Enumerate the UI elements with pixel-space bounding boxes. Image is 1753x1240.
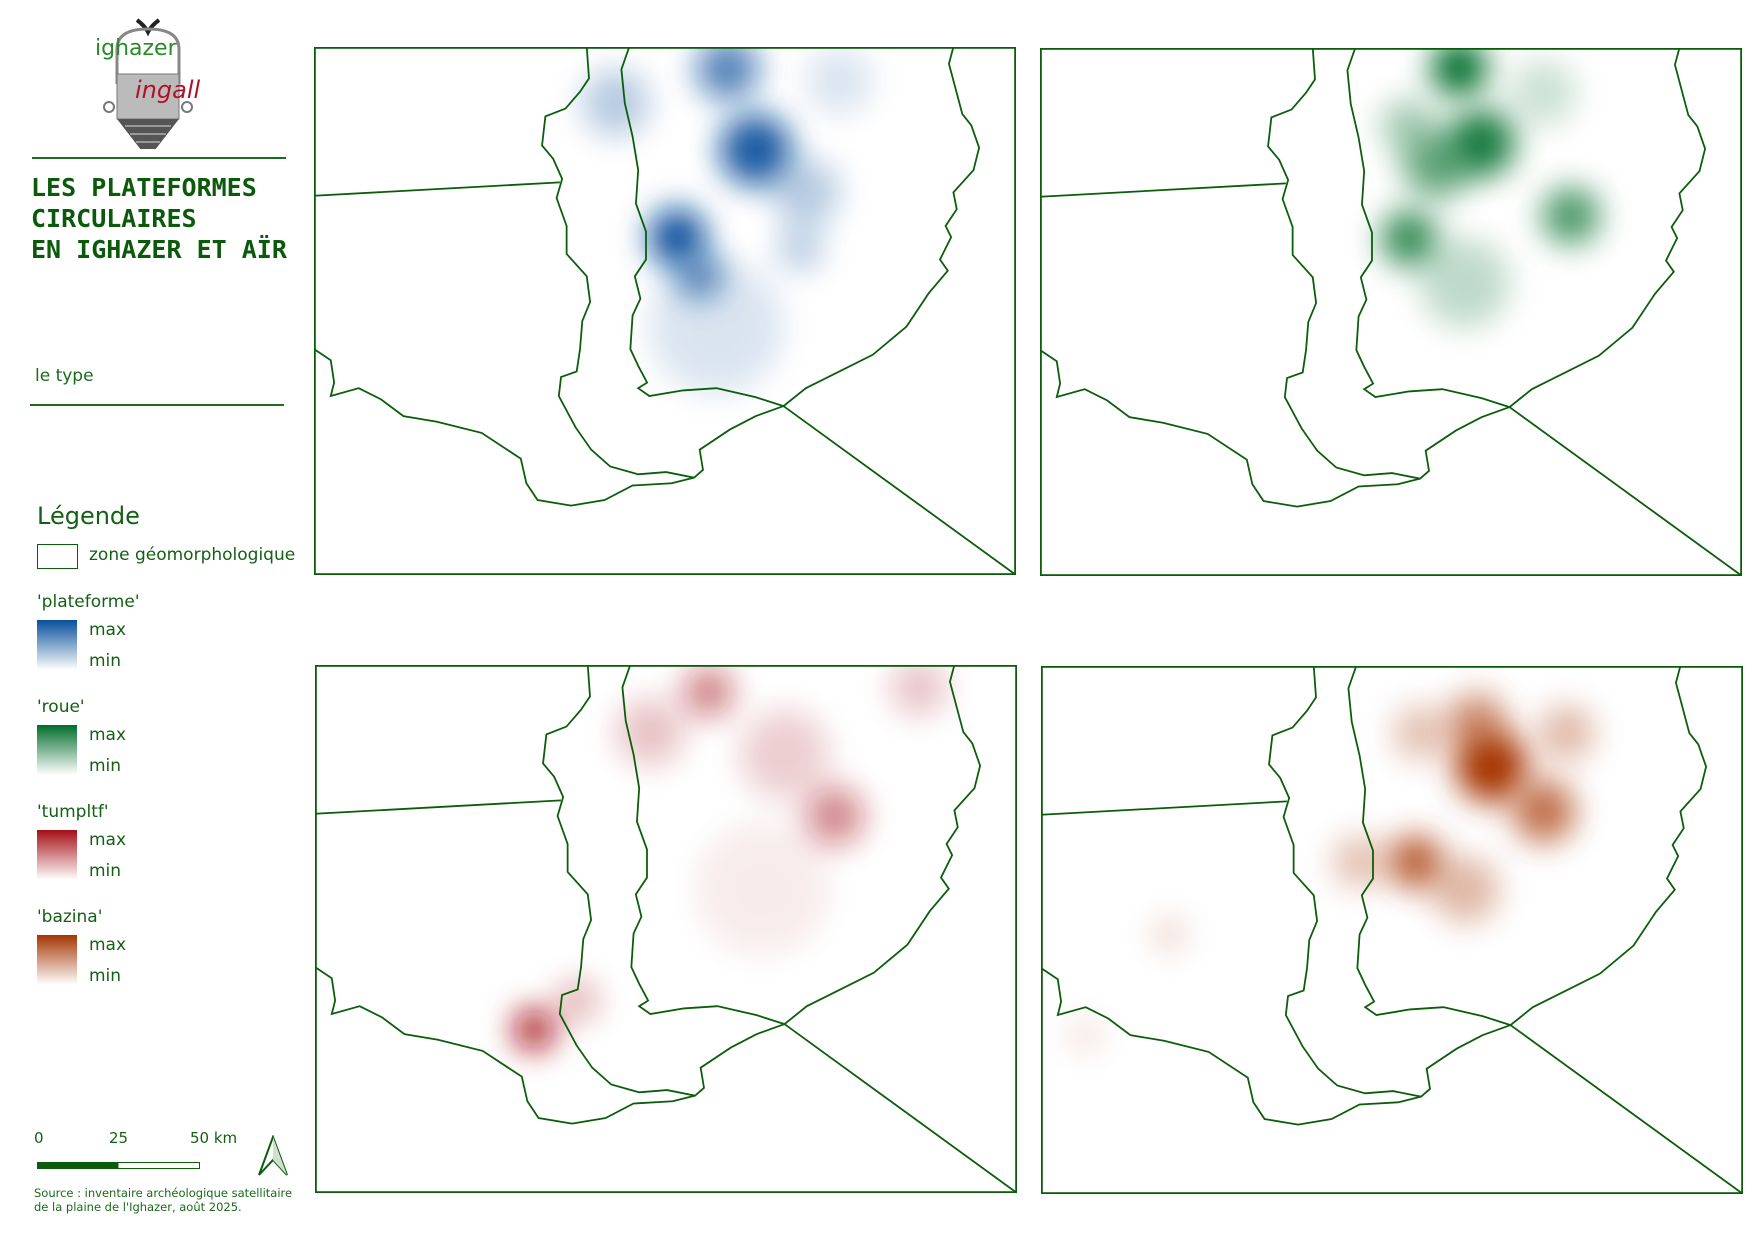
density-blob <box>649 259 784 394</box>
legend-min-label: min <box>89 651 122 671</box>
map-frame <box>314 47 1016 575</box>
density-blob <box>1538 705 1595 762</box>
zone-boundary <box>1346 48 1707 409</box>
density-blob <box>513 1009 555 1050</box>
map-bazina[interactable] <box>1041 666 1743 1194</box>
density-blob <box>739 709 830 800</box>
zone-boundary <box>542 665 1017 1193</box>
density-blob <box>582 69 650 137</box>
density-blob <box>648 208 707 267</box>
legend-max-label: max <box>89 935 127 955</box>
zone-swatch <box>37 544 78 569</box>
scale-label-25: 25 <box>109 1129 129 1147</box>
density-blob <box>1068 1018 1103 1052</box>
heatmap-svg <box>1041 666 1743 1194</box>
legend-min-label: min <box>89 966 122 986</box>
density-blob <box>805 47 873 115</box>
density-blob <box>683 667 734 717</box>
legend-group-title: 'tumpltf' <box>37 802 109 822</box>
density-blob <box>1431 48 1488 97</box>
zone-boundary <box>621 665 982 1026</box>
density-blob <box>695 821 830 956</box>
density-blob <box>890 665 947 716</box>
title-line: circulaires <box>31 204 197 233</box>
density-blob <box>719 114 792 186</box>
density-blob <box>1512 780 1576 843</box>
title-line: Les plateformes <box>31 173 257 202</box>
legend-gradient-swatch <box>37 830 77 880</box>
zone-boundary <box>1267 48 1742 576</box>
map-frame <box>1041 666 1743 1194</box>
density-blob <box>1447 692 1507 752</box>
density-blob <box>1432 856 1500 924</box>
map-plateforme[interactable] <box>314 47 1016 575</box>
zone-boundary <box>1040 182 1421 508</box>
title-line: en Ighazer et Aïr <box>31 235 287 264</box>
map-frame <box>315 665 1017 1193</box>
zone-boundary <box>1268 666 1743 1194</box>
north-arrow-icon <box>258 1135 288 1176</box>
density-blob <box>696 47 759 101</box>
heatmap-svg <box>315 665 1017 1193</box>
legend-gradient-swatch <box>37 725 77 775</box>
density-blob <box>1380 210 1437 267</box>
legend-max-label: max <box>89 725 127 745</box>
zone-label: zone géomorphologique <box>89 545 296 565</box>
page-title: Les plateformes circulaires en Ighazer e… <box>31 172 287 265</box>
density-blob <box>772 158 840 226</box>
legend-gradient-swatch <box>37 935 77 985</box>
divider <box>30 404 284 406</box>
heatmap-svg <box>1040 48 1742 576</box>
density-blob <box>557 980 598 1021</box>
zone-boundary <box>1347 666 1708 1027</box>
scale-bar <box>37 1162 200 1169</box>
legend-group-title: 'plateforme' <box>37 592 140 612</box>
zone-boundary <box>314 181 695 507</box>
legend-gradient-swatch <box>37 620 77 670</box>
amulet-logo-icon <box>103 18 193 159</box>
scale-label-0: 0 <box>34 1129 44 1147</box>
scale-label-50: 50 km <box>190 1129 238 1147</box>
legend-group-title: 'roue' <box>37 697 85 717</box>
density-blob <box>1388 834 1443 889</box>
density-blob <box>805 786 864 846</box>
subtitle: le type <box>35 366 94 386</box>
density-blob <box>1380 98 1437 155</box>
zone-boundary <box>1041 800 1422 1126</box>
legend-max-label: max <box>89 830 127 850</box>
zone-boundary <box>620 47 981 408</box>
density-blob <box>1152 917 1187 952</box>
map-roue[interactable] <box>1040 48 1742 576</box>
density-blob <box>616 698 684 766</box>
legend-group-title: 'bazina' <box>37 907 103 927</box>
legend-min-label: min <box>89 861 122 881</box>
source-line: Source : inventaire archéologique satell… <box>34 1186 293 1200</box>
density-blob <box>1393 705 1450 762</box>
legend-max-label: max <box>89 620 127 640</box>
divider <box>32 157 286 159</box>
logo: ighazer ingall <box>95 14 215 159</box>
legend-heading: Légende <box>37 502 140 530</box>
map-frame <box>1040 48 1742 576</box>
logo-text-ingall: ingall <box>135 76 201 104</box>
zone-boundary <box>541 47 1016 575</box>
map-tumpltf[interactable] <box>315 665 1017 1193</box>
density-blob <box>777 225 823 271</box>
legend-min-label: min <box>89 756 122 776</box>
zone-boundary <box>315 799 696 1125</box>
source-text: Source : inventaire archéologique satell… <box>34 1186 292 1214</box>
heatmap-svg <box>314 47 1016 575</box>
density-blob <box>1420 238 1510 328</box>
source-line: de la plaine de l'Ighazer, août 2025. <box>34 1200 242 1214</box>
density-blob <box>1509 59 1577 127</box>
density-blob <box>1541 186 1601 245</box>
logo-text-ighazer: ighazer <box>95 36 177 61</box>
density-blob <box>1332 834 1387 889</box>
